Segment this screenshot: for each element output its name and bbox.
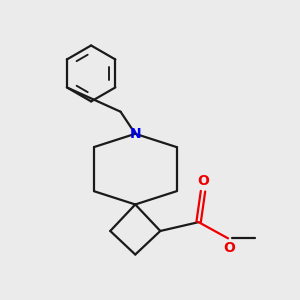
- Text: O: O: [224, 241, 236, 255]
- Text: O: O: [197, 174, 209, 188]
- Text: N: N: [130, 127, 141, 141]
